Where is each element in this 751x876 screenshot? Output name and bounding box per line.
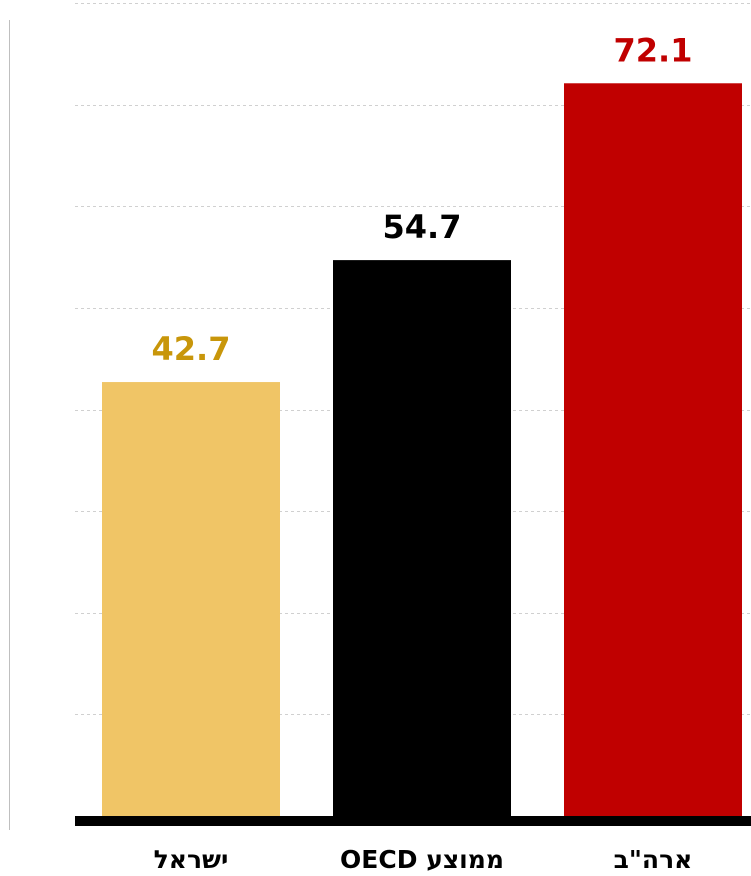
bar-value-label: 54.7 [383,208,462,246]
x-tick-label: ישראל [154,845,229,874]
bar-value-label: 72.1 [614,31,693,69]
x-tick-labels: ישראל ממוצע OECD ארה"ב [154,845,693,874]
x-tick-label: ממוצע OECD [340,845,504,874]
x-axis-baseline [75,816,751,826]
bar-value-labels: 42.7 54.7 72.1 [152,31,693,368]
bar [564,83,742,816]
x-tick-label: ארה"ב [614,845,693,874]
bar [102,382,280,816]
bar-value-label: 42.7 [152,330,231,368]
bar [333,260,511,817]
bars [102,83,742,817]
